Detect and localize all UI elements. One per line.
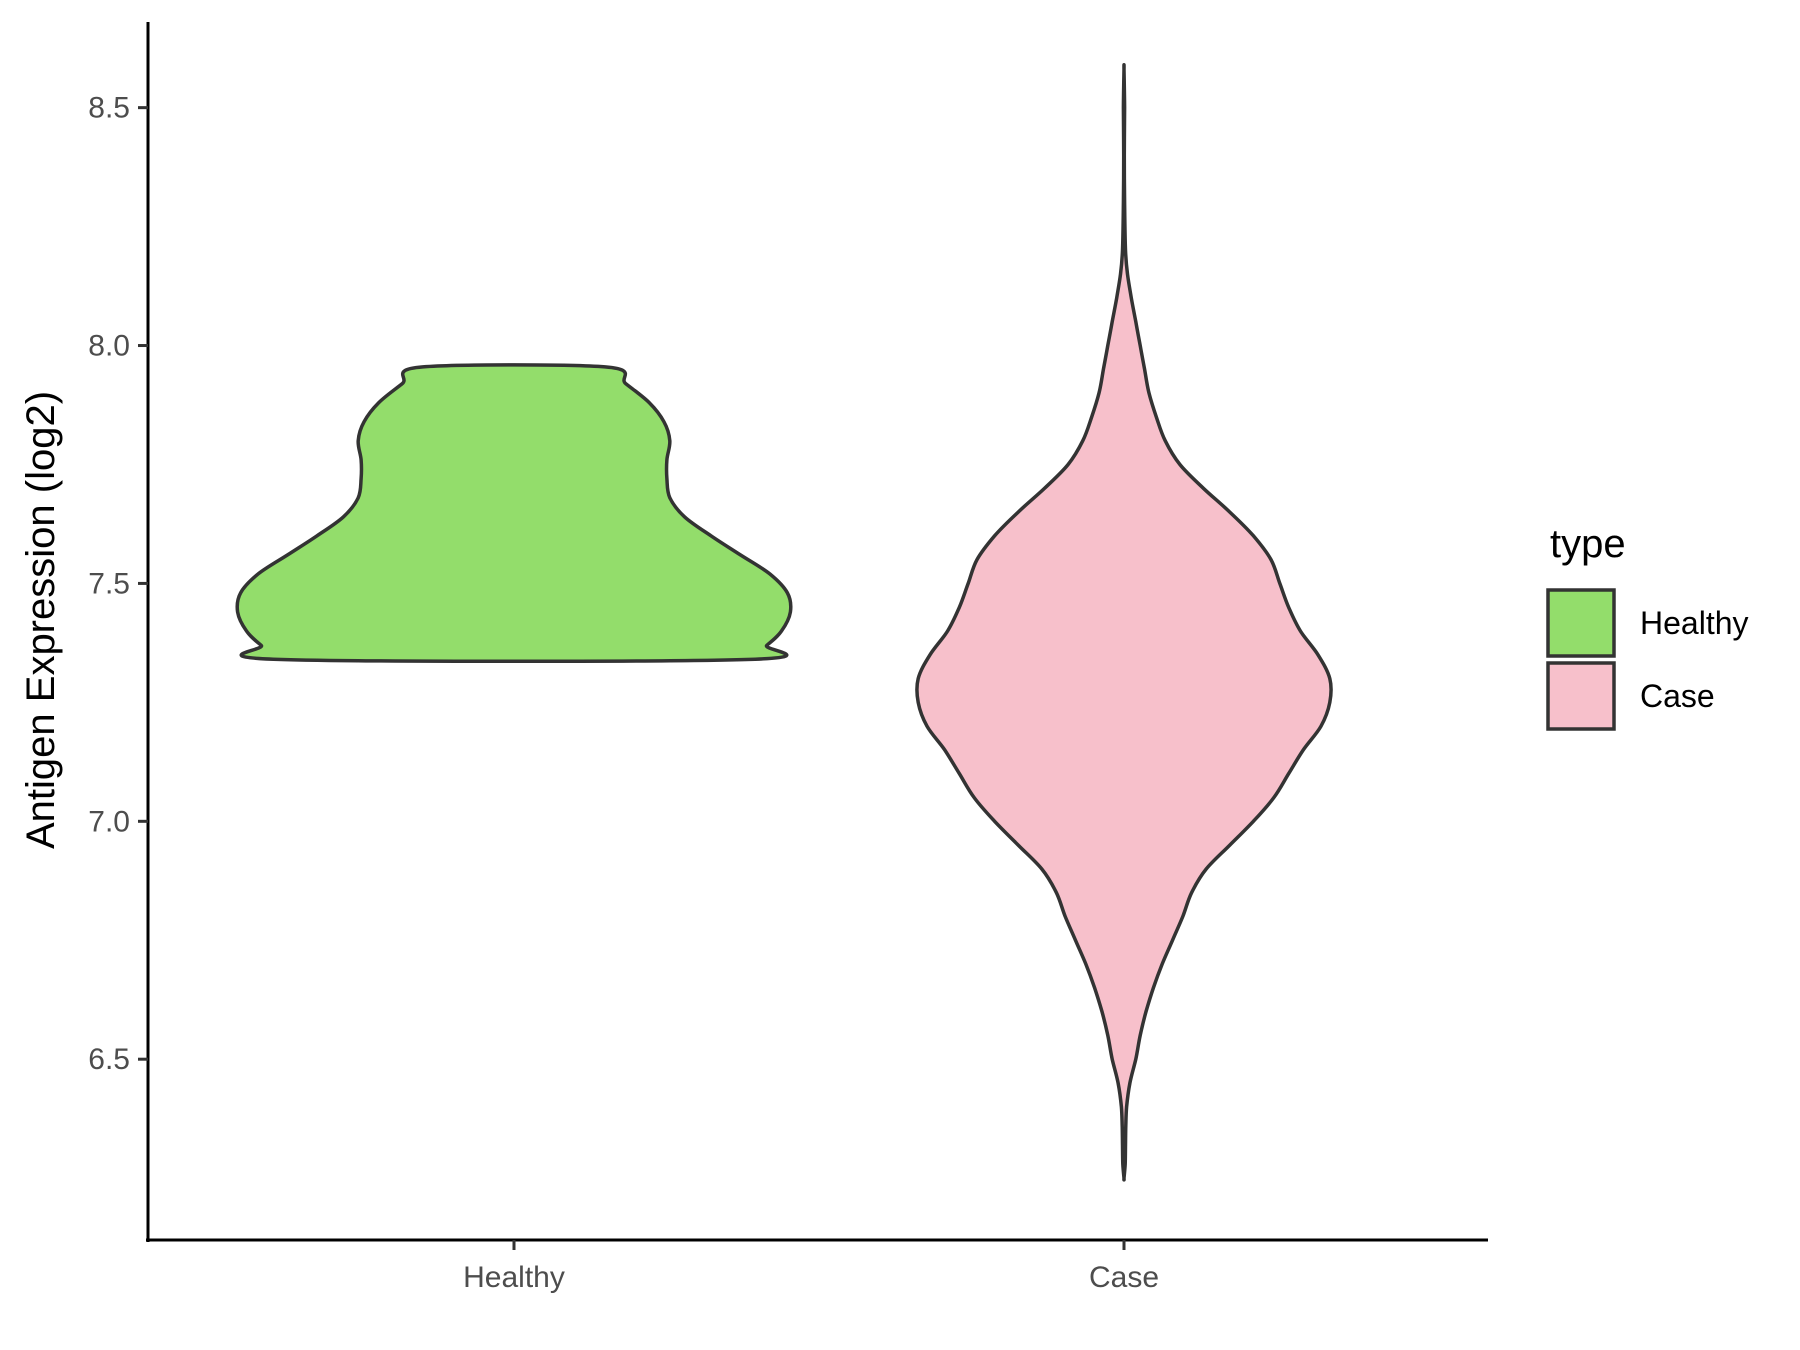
x-axis: Healthy Case	[146, 1238, 1488, 1294]
violin-healthy	[235, 363, 793, 664]
y-axis-title: Antigen Expression (log2)	[19, 391, 63, 849]
y-tick-label: 7.5	[88, 567, 130, 600]
legend-label-case: Case	[1640, 678, 1715, 714]
violins-layer	[235, 63, 1333, 1182]
legend-label-healthy: Healthy	[1640, 605, 1749, 641]
y-tick-label: 8.5	[88, 92, 130, 125]
legend: type Healthy Case	[1546, 522, 1749, 731]
x-tick-label: Case	[1089, 1261, 1159, 1294]
legend-title: type	[1550, 522, 1626, 566]
y-axis: 6.5 7.0 7.5 8.0 8.5	[88, 22, 150, 1242]
y-tick-label: 8.0	[88, 330, 130, 363]
legend-swatch-healthy	[1546, 588, 1616, 658]
legend-swatch-case	[1546, 661, 1616, 731]
y-tick-label: 7.0	[88, 805, 130, 838]
y-tick-label: 6.5	[88, 1043, 130, 1076]
x-tick-label: Healthy	[463, 1261, 565, 1294]
violin-case	[915, 63, 1333, 1182]
